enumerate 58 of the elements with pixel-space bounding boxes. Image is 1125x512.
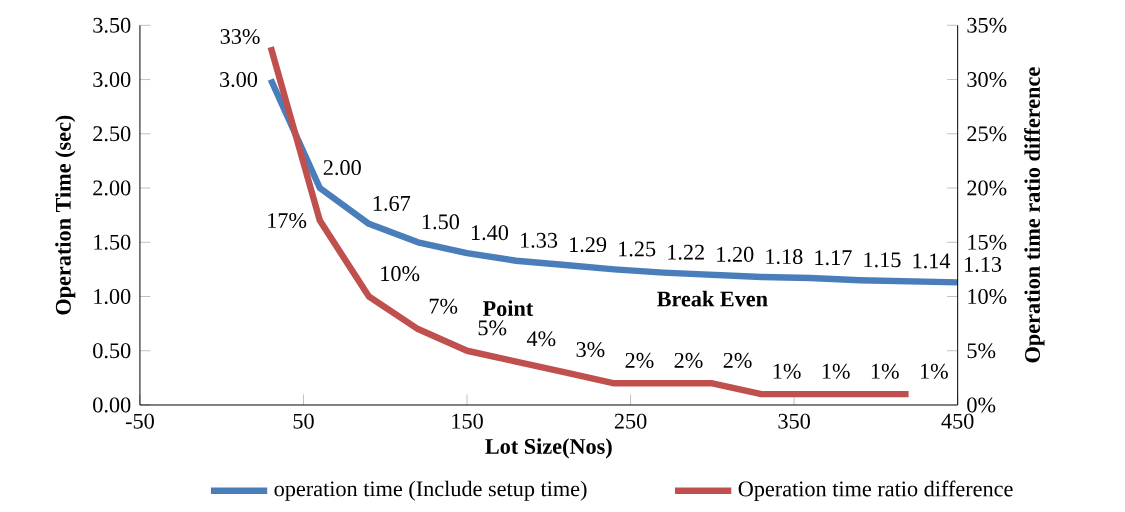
y-tick-label: 1.00 <box>94 289 131 305</box>
annotation: Break Even <box>657 290 768 307</box>
data-label: 1% <box>822 363 850 379</box>
data-label: 1.25 <box>619 241 656 257</box>
y2-tick-label: 25% <box>967 126 1007 142</box>
data-label: 4% <box>526 331 556 347</box>
y-tick-label: 1.50 <box>94 234 131 250</box>
y2-tick-label: 0% <box>967 397 996 413</box>
y-tick-label: 2.00 <box>93 180 131 196</box>
legend-label: operation time (Include setup time) <box>274 480 587 501</box>
data-label: 1.14 <box>913 253 951 269</box>
data-label: 1.18 <box>766 249 803 265</box>
data-label: 1.33 <box>520 232 558 248</box>
y-tick-label: 2.50 <box>93 126 131 142</box>
x-axis-title: Lot Size(Nos) <box>485 438 612 459</box>
data-label: 5% <box>478 320 507 336</box>
x-tick-label: 350 <box>778 413 810 429</box>
data-label: 3% <box>576 342 605 358</box>
annotation: Point <box>482 300 534 317</box>
y-tick-label: 0.50 <box>93 343 131 359</box>
data-label: 1% <box>773 363 801 379</box>
y-tick-label: 3.50 <box>93 17 131 33</box>
data-label: 1.29 <box>570 237 607 253</box>
x-tick-label: 50 <box>293 413 314 429</box>
data-label: 1% <box>871 363 899 379</box>
data-label: 17% <box>268 213 307 229</box>
y2-tick-label: 35% <box>967 17 1007 33</box>
x-tick-label: 150 <box>452 413 483 429</box>
data-label: 2% <box>674 352 703 369</box>
data-label: 1% <box>920 363 948 379</box>
y2-tick-label: 30% <box>967 72 1007 88</box>
data-label: 10% <box>381 266 420 282</box>
data-label: 1.40 <box>471 225 509 241</box>
y-tick-label: 0.00 <box>93 397 131 413</box>
data-label: 1.13 <box>965 257 1002 273</box>
y2-tick-label: 20% <box>967 180 1007 196</box>
y2-axis-title: Operation time ratio difference <box>1024 67 1045 363</box>
x-tick-label: 250 <box>614 413 647 429</box>
data-label: 2% <box>723 352 752 369</box>
data-label: 1.20 <box>717 246 754 263</box>
y-axis-title: Operation Time (sec) <box>55 115 76 315</box>
x-tick-label: 450 <box>941 413 974 429</box>
data-label: 2.00 <box>323 160 361 176</box>
y2-tick-label: 10% <box>968 289 1007 305</box>
x-tick-label: -50 <box>125 413 154 429</box>
y2-tick-label: 15% <box>968 234 1007 250</box>
data-label: 1.15 <box>864 252 901 268</box>
legend-label: Operation time ratio difference <box>738 480 1013 502</box>
y-tick-label: 3.00 <box>93 72 131 88</box>
data-label: 1.17 <box>815 250 852 266</box>
data-label: 1.50 <box>422 214 459 230</box>
data-label: 1.22 <box>668 244 704 260</box>
data-label: 33% <box>220 29 260 45</box>
data-label: 1.67 <box>373 195 411 212</box>
data-label: 2% <box>625 352 654 369</box>
data-label: 3.00 <box>220 72 258 88</box>
y2-tick-label: 5% <box>967 343 996 359</box>
data-label: 7% <box>429 298 458 314</box>
